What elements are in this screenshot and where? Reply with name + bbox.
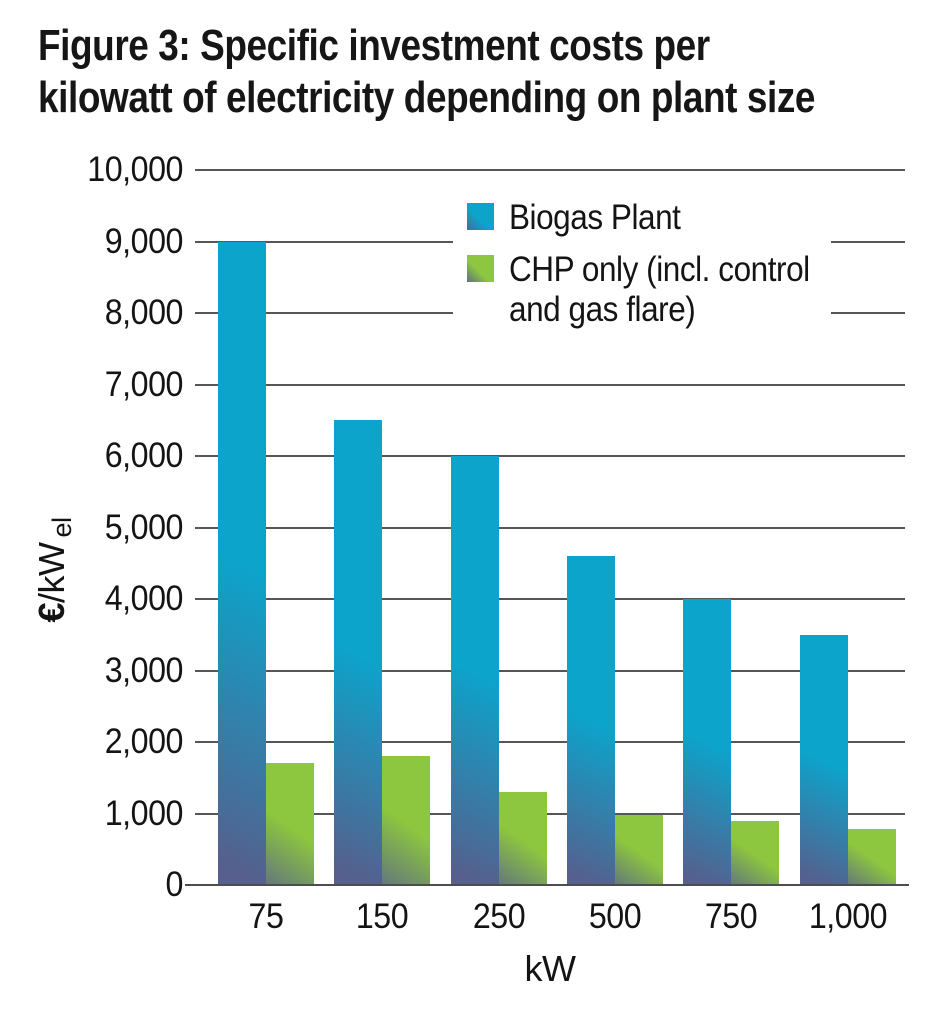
- biogas-plant-bar-1,000: [799, 634, 848, 885]
- chp-only-bar-75: [266, 763, 314, 885]
- gridline-2,000: [195, 741, 905, 743]
- legend-label-chp-line2: and gas flare): [509, 290, 696, 329]
- chp-only-bar-150: [382, 756, 431, 885]
- legend-item-chp-only: CHP only (incl. control and gas flare): [467, 250, 831, 330]
- y-tick-label-1,000: 1,000: [104, 793, 184, 833]
- gridline-6,000: [195, 455, 905, 457]
- x-tick-label-150: 150: [356, 897, 409, 936]
- y-tick-label-6,000: 6,000: [104, 436, 184, 475]
- y-tick-label-10,000: 10,000: [87, 150, 183, 189]
- y-axis-title: €/kWel: [30, 460, 77, 680]
- gridline-10,000: [195, 169, 905, 171]
- chp-only-bar-750: [731, 820, 780, 885]
- chp-only-bar-250: [498, 792, 547, 885]
- gridline-7,000: [195, 383, 905, 386]
- y-tick-label-5,000: 5,000: [104, 507, 184, 547]
- plot-area: 0 1,000 2,000 3,000 4,000 5,000 6,000 7,000 8,00…: [87, 150, 909, 989]
- gridline-1,000: [195, 812, 905, 815]
- biogas-plant-bar-150: [334, 420, 383, 885]
- legend-label-biogas-plant: Biogas Plant: [509, 198, 681, 237]
- bar-group-150: [334, 170, 431, 885]
- y-tick-label-8,000: 8,000: [104, 293, 184, 332]
- x-tick-label-500: 500: [588, 897, 642, 936]
- legend-label-chp-line1: CHP only (incl. control: [509, 250, 810, 289]
- y-tick-label-9,000: 9,000: [104, 221, 184, 261]
- chp-only-bar-1,000: [847, 829, 896, 885]
- gridline-5,000: [195, 526, 905, 529]
- x-axis-line: [185, 884, 909, 886]
- gridline-3,000: [195, 669, 905, 672]
- figure-title: Figure 3: Specific investment costs per …: [38, 20, 815, 124]
- bar-group-1,000: [799, 170, 896, 885]
- y-tick-label-7,000: 7,000: [104, 364, 184, 404]
- x-tick-label-750: 750: [705, 897, 758, 936]
- biogas-plant-bar-500: [566, 556, 615, 885]
- biogas-plant-bar-250: [450, 456, 499, 885]
- legend-label-chp-only: CHP only (incl. control and gas flare): [509, 250, 810, 330]
- y-tick-label-2,000: 2,000: [104, 722, 184, 761]
- chp-only-bar-500: [614, 815, 663, 885]
- x-axis-title: kW: [524, 948, 576, 989]
- y-tick-label-0: 0: [165, 865, 184, 904]
- y-tick-label-4,000: 4,000: [104, 579, 184, 618]
- x-tick-label-75: 75: [248, 897, 284, 936]
- biogas-plant-swatch-icon: [467, 203, 494, 230]
- figure-title-line2: kilowatt of electricity depending on pla…: [38, 73, 816, 122]
- figure-title-line1: Figure 3: Specific investment costs per: [38, 21, 710, 70]
- y-tick-label-3,000: 3,000: [104, 650, 184, 690]
- chp-only-swatch-icon: [467, 255, 494, 282]
- x-tick-label-250: 250: [472, 897, 525, 936]
- biogas-plant-bar-750: [683, 599, 732, 885]
- gridline-4,000: [195, 598, 905, 600]
- legend-item-biogas-plant: Biogas Plant: [467, 198, 831, 238]
- bar-group-750: [683, 170, 780, 885]
- legend: Biogas Plant CHP only (incl. control and…: [453, 184, 831, 342]
- bar-group-500: [566, 170, 663, 885]
- bar-group-250: [450, 170, 547, 885]
- biogas-plant-bar-75: [218, 241, 266, 885]
- x-tick-label-1,000: 1,000: [808, 897, 887, 936]
- bar-group-75: [218, 170, 314, 885]
